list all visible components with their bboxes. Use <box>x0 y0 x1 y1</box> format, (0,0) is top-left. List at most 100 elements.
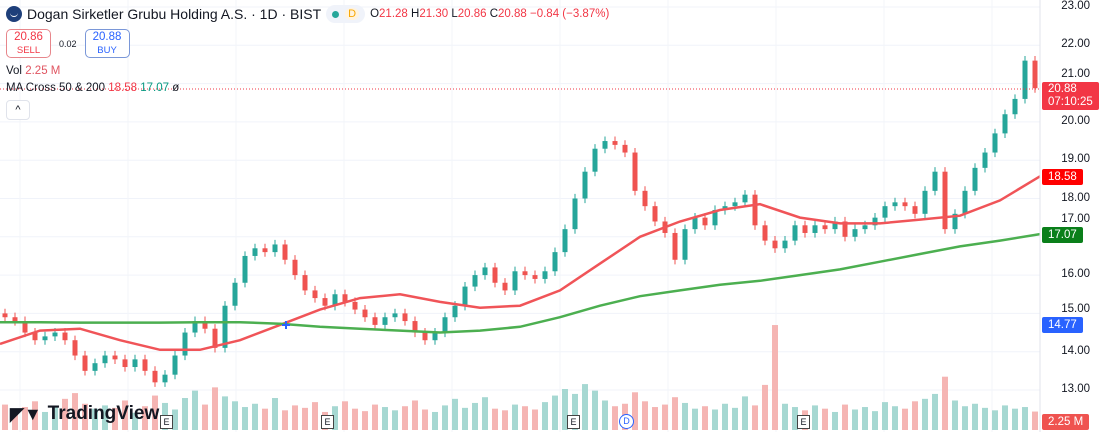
volume-bar <box>752 405 758 430</box>
candle-body <box>202 321 208 329</box>
volume-bar <box>992 410 998 430</box>
candle-body <box>12 317 18 322</box>
market-status-pill[interactable]: D <box>326 5 366 23</box>
candle-body <box>62 332 68 341</box>
volume-bar <box>302 407 308 430</box>
price-axis-label: 21.00 <box>1061 68 1090 80</box>
ma-cross-legend[interactable]: MA Cross 50 & 200 18.58 17.07 ø <box>6 82 180 94</box>
candle-body <box>912 206 918 214</box>
candle-body <box>1032 60 1038 89</box>
tradingview-logo[interactable]: ◤▼ TradingView <box>10 403 160 424</box>
volume-bar <box>592 390 598 430</box>
ma50-tag: 18.58 <box>1042 169 1083 185</box>
candle-body <box>582 171 588 199</box>
volume-bar <box>832 411 838 430</box>
market-open-dot-icon <box>332 10 340 18</box>
price-axis-label: 22.00 <box>1061 38 1090 51</box>
volume-bar <box>462 407 468 430</box>
volume-bar <box>432 411 438 430</box>
volume-bar <box>662 404 668 430</box>
volume-bar <box>722 403 728 430</box>
ohlc-values: O21.28 H21.30 L20.86 C20.88 −0.84 (−3.87… <box>370 8 610 20</box>
volume-bar <box>122 400 128 430</box>
candle-body <box>942 171 948 230</box>
collapse-legend-button[interactable]: ^ <box>6 100 30 120</box>
candle-body <box>632 152 638 191</box>
volume-bar <box>362 411 368 430</box>
sell-button[interactable]: 20.86 SELL <box>6 29 51 58</box>
candle-body <box>152 370 158 383</box>
candle-body <box>502 282 508 291</box>
candle-body <box>842 221 848 237</box>
volume-bar <box>292 405 298 430</box>
candle-body <box>32 332 38 341</box>
candle-body <box>962 190 968 214</box>
candle-body <box>382 317 388 325</box>
volume-bar <box>982 407 988 430</box>
symbol-logo-icon <box>6 6 22 22</box>
volume-bar <box>962 406 968 430</box>
candle-body <box>612 141 618 145</box>
volume-bar <box>902 408 908 430</box>
crosshair-price-tag: 14.77 <box>1042 317 1083 333</box>
candle-body <box>192 321 198 333</box>
candle-body <box>172 355 178 375</box>
volume-bar <box>492 408 498 430</box>
volume-bar <box>242 407 248 430</box>
candle-body <box>442 317 448 333</box>
volume-bar <box>112 407 118 430</box>
candle-body <box>292 259 298 276</box>
volume-bar <box>12 410 18 430</box>
earnings-event-marker[interactable]: E <box>321 415 334 429</box>
candle-body <box>1002 114 1008 134</box>
volume-bar <box>282 410 288 430</box>
candle-body <box>232 282 238 306</box>
candle-body <box>732 202 738 207</box>
buy-button[interactable]: 20.88 BUY <box>84 29 130 58</box>
candle-body <box>752 194 758 226</box>
candle-body <box>312 290 318 299</box>
interval-badge: D <box>345 8 360 20</box>
volume-tag: 2.25 M <box>1042 414 1090 430</box>
volume-bar <box>612 406 618 430</box>
last-price-tag: 20.88 07:10:25 <box>1042 82 1099 110</box>
volume-bar <box>1022 407 1028 430</box>
volume-bar <box>72 393 78 430</box>
candle-body <box>682 229 688 260</box>
volume-bar <box>562 389 568 430</box>
volume-bar <box>482 397 488 430</box>
symbol-title[interactable]: Dogan Sirketler Grubu Holding A.S. · 1D … <box>27 6 322 22</box>
tradingview-logo-icon: ◤▼ <box>10 403 42 424</box>
earnings-event-marker[interactable]: E <box>567 415 580 429</box>
candle-body <box>352 301 358 310</box>
volume-bar <box>42 411 48 430</box>
price-axis-label: 14.00 <box>1061 344 1090 357</box>
volume-bar <box>1032 411 1038 430</box>
volume-bar <box>822 408 828 430</box>
volume-legend[interactable]: Vol 2.25 M <box>6 65 61 77</box>
earnings-event-marker[interactable]: E <box>797 415 810 429</box>
volume-bar <box>642 401 648 430</box>
dividend-event-marker[interactable]: D <box>619 414 634 429</box>
volume-bar <box>252 403 258 430</box>
earnings-event-marker[interactable]: E <box>160 415 173 429</box>
volume-bar <box>132 412 138 430</box>
candle-body <box>902 202 908 207</box>
volume-bar <box>182 398 188 430</box>
volume-bar <box>702 406 708 430</box>
candle-body <box>142 359 148 371</box>
volume-bar <box>452 398 458 430</box>
volume-bar <box>1012 408 1018 430</box>
volume-bar <box>692 408 698 430</box>
price-axis-label: 23.00 <box>1061 0 1090 12</box>
candle-body <box>412 321 418 333</box>
volume-bar <box>102 405 108 430</box>
volume-bar <box>632 392 638 430</box>
volume-bar <box>682 402 688 430</box>
candle-body <box>812 225 818 233</box>
volume-bar <box>1002 405 1008 430</box>
candle-body <box>762 225 768 241</box>
candle-body <box>932 171 938 191</box>
candle-body <box>452 305 458 318</box>
